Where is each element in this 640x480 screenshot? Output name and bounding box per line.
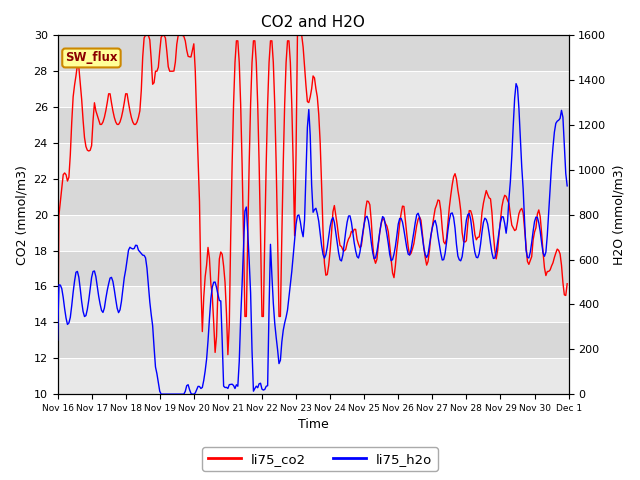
X-axis label: Time: Time <box>298 419 328 432</box>
Bar <box>58 215 568 251</box>
Y-axis label: H2O (mmol/m3): H2O (mmol/m3) <box>612 165 625 265</box>
Bar <box>58 287 568 323</box>
Text: SW_flux: SW_flux <box>65 51 118 64</box>
Bar <box>58 71 568 107</box>
Title: CO2 and H2O: CO2 and H2O <box>261 15 365 30</box>
Bar <box>58 358 568 394</box>
Y-axis label: CO2 (mmol/m3): CO2 (mmol/m3) <box>15 165 28 264</box>
Bar <box>58 143 568 179</box>
Legend: li75_co2, li75_h2o: li75_co2, li75_h2o <box>202 447 438 471</box>
